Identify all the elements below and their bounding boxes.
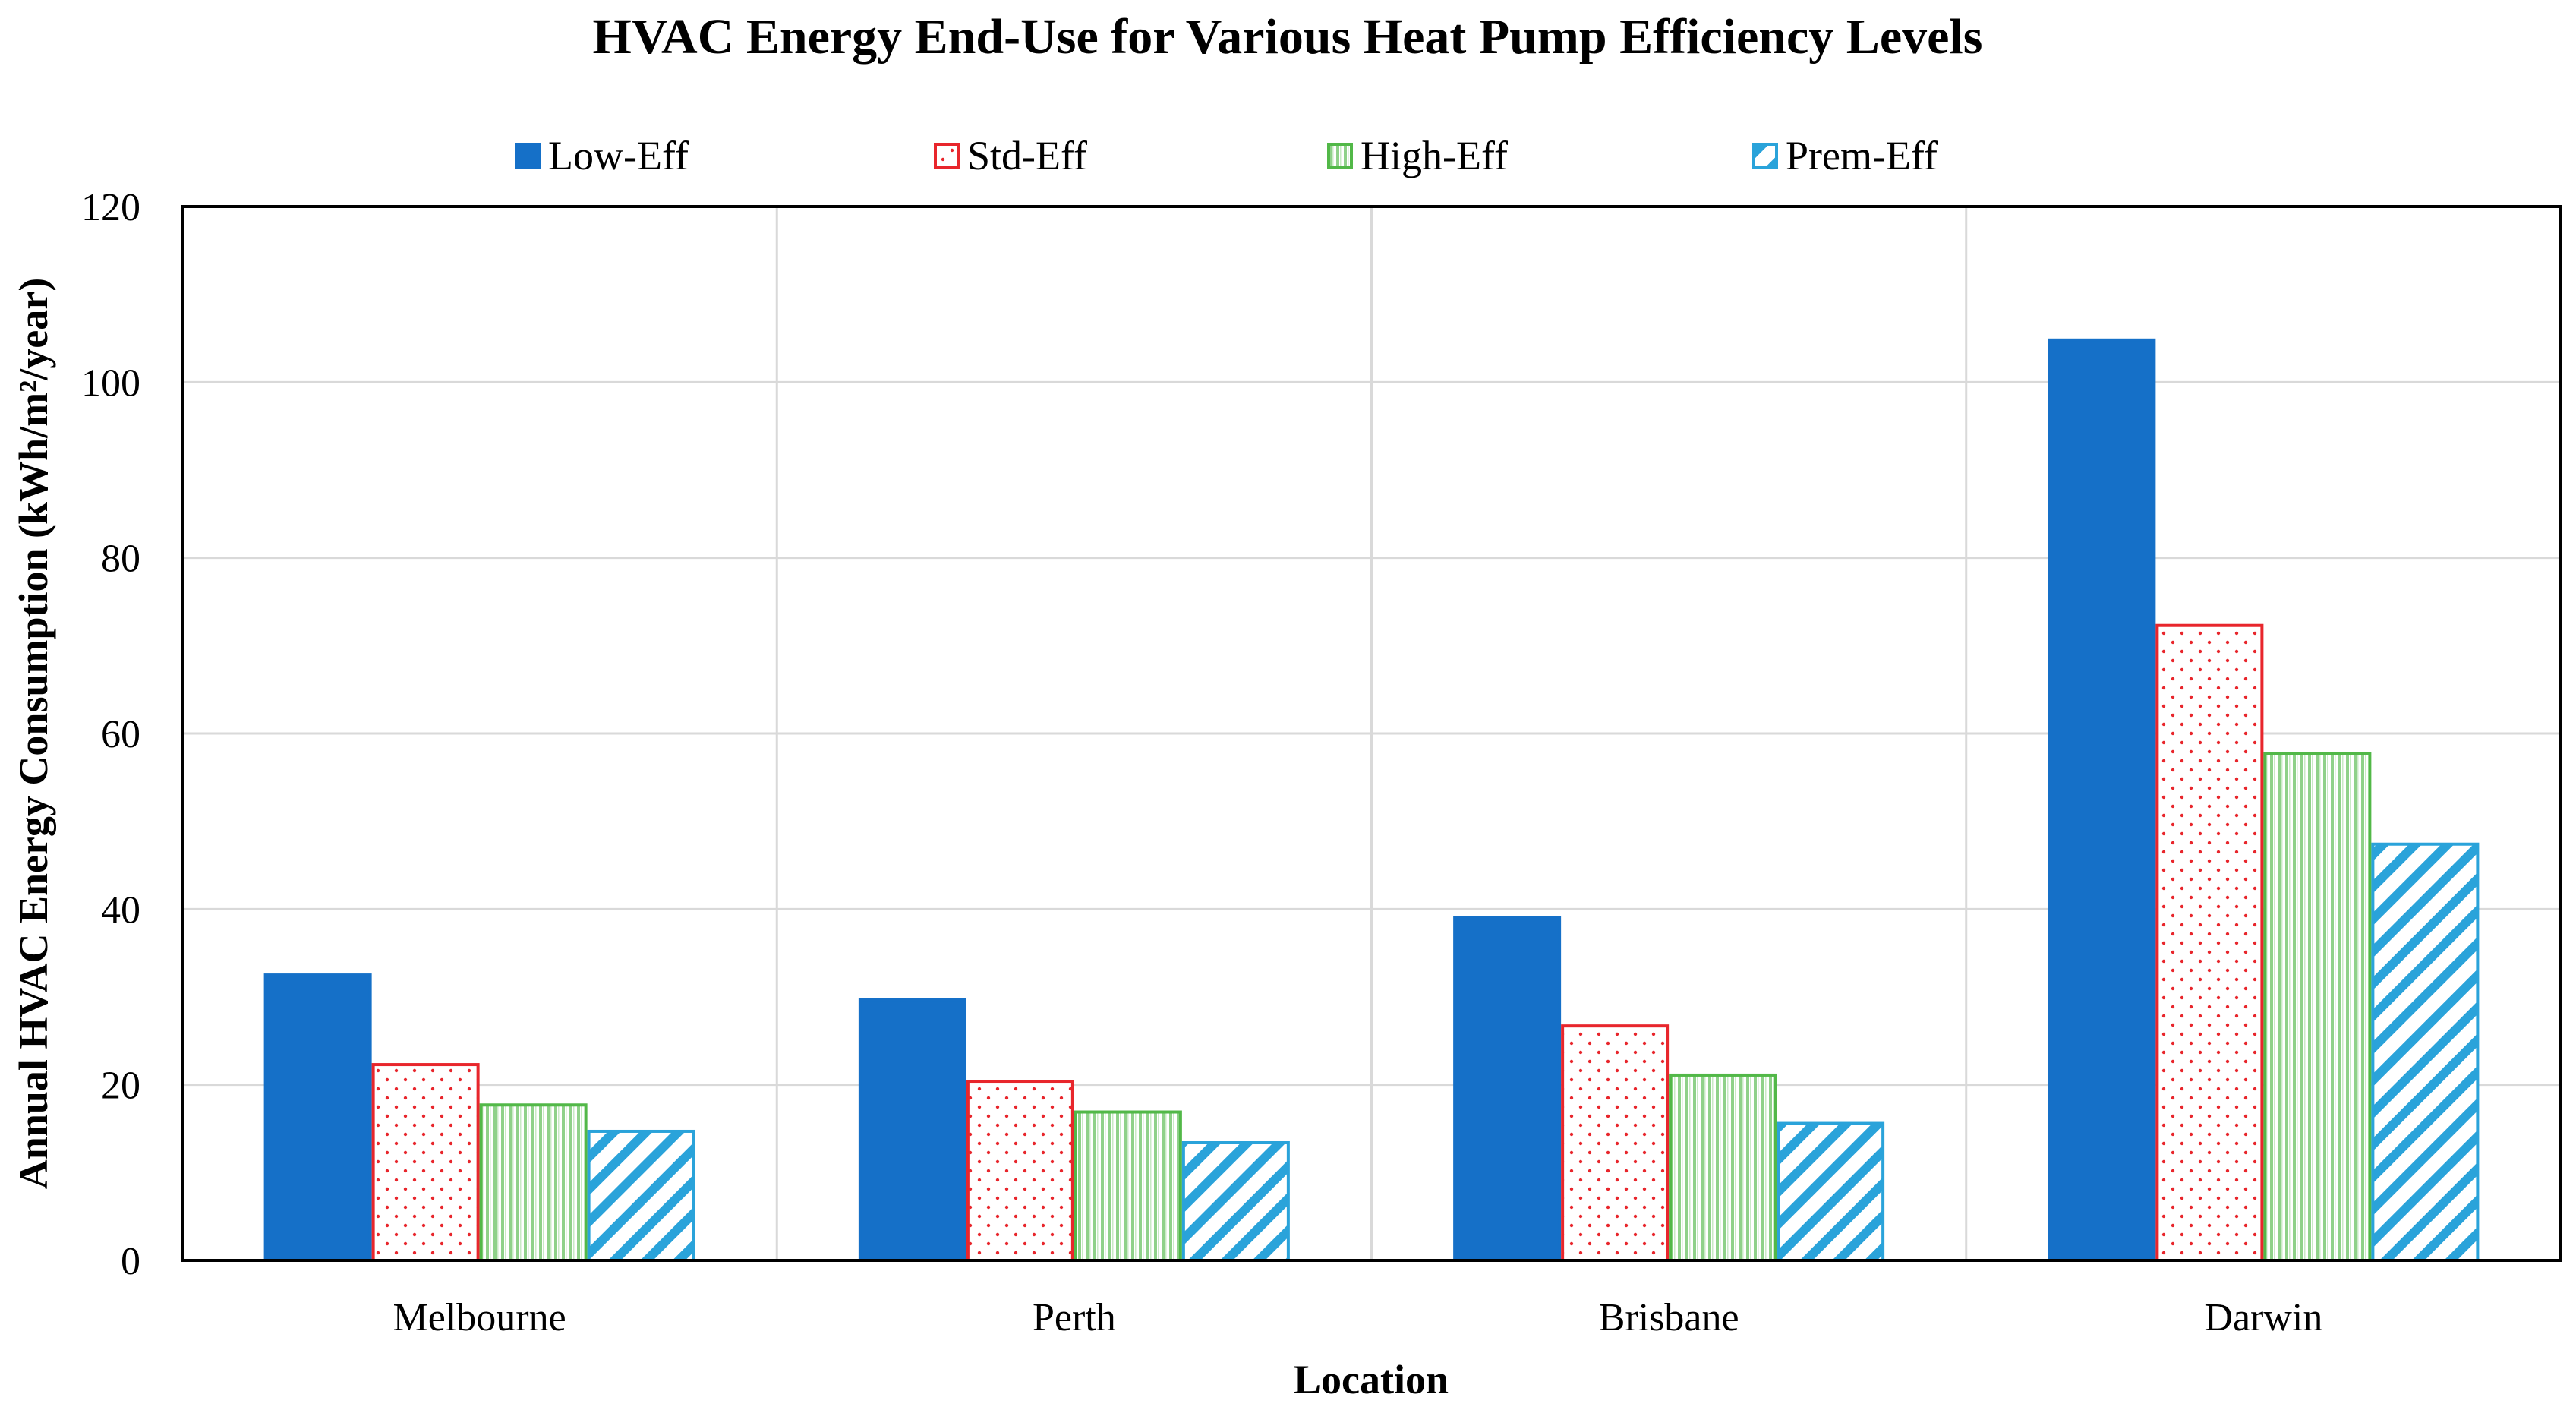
- bar-perth-high-eff: [1074, 1110, 1182, 1262]
- bar-melbourne-low-eff: [263, 973, 372, 1263]
- y-tick-label-20: 20: [101, 1065, 140, 1108]
- bar-brisbane-high-eff: [1669, 1073, 1777, 1263]
- bar-brisbane-prem-eff: [1777, 1121, 1885, 1263]
- bar-melbourne-prem-eff: [587, 1129, 695, 1262]
- x-tick-label-perth: Perth: [1033, 1296, 1116, 1339]
- y-axis-title: Annual HVAC Energy Consumption (kWh/m²/y…: [11, 278, 56, 1189]
- x-axis-ticks: Melbourne Perth Brisbane Darwin: [393, 1296, 2323, 1339]
- legend-swatch-std-eff: [934, 143, 960, 169]
- y-tick-label-80: 80: [101, 538, 140, 581]
- x-tick-label-melbourne: Melbourne: [393, 1296, 566, 1339]
- legend: Low-Eff Std-Eff High-Eff Prem-Eff: [515, 133, 1938, 178]
- x-axis-title: Location: [1294, 1357, 1449, 1402]
- legend-swatch-low-eff: [515, 143, 541, 169]
- bar-brisbane-low-eff: [1453, 916, 1562, 1263]
- bar-perth-std-eff: [966, 1080, 1074, 1263]
- legend-label-high-eff: High-Eff: [1361, 133, 1508, 178]
- bar-brisbane-std-eff: [1561, 1024, 1670, 1263]
- y-tick-label-60: 60: [101, 713, 140, 756]
- plot-frame: [181, 205, 2562, 1262]
- y-tick-label-120: 120: [81, 186, 140, 229]
- x-tick-label-brisbane: Brisbane: [1599, 1296, 1739, 1339]
- bar-darwin-low-eff: [2048, 338, 2156, 1262]
- bars: [263, 338, 2480, 1263]
- legend-label-std-eff: Std-Eff: [967, 133, 1087, 178]
- x-tick-label-darwin: Darwin: [2204, 1296, 2322, 1339]
- y-tick-label-100: 100: [81, 361, 140, 405]
- bar-darwin-high-eff: [2263, 752, 2372, 1262]
- bar-melbourne-std-eff: [371, 1063, 480, 1263]
- chart-title: HVAC Energy End-Use for Various Heat Pum…: [593, 9, 1983, 65]
- bar-perth-prem-eff: [1181, 1141, 1290, 1263]
- legend-label-low-eff: Low-Eff: [548, 133, 689, 178]
- bar-melbourne-high-eff: [479, 1103, 588, 1263]
- legend-swatch-prem-eff: [1752, 143, 1778, 169]
- legend-label-prem-eff: Prem-Eff: [1786, 133, 1938, 178]
- bar-perth-low-eff: [858, 998, 966, 1262]
- bar-darwin-prem-eff: [2371, 842, 2480, 1262]
- y-axis-ticks: 0 20 40 60 80 100 120: [81, 186, 140, 1283]
- y-tick-label-0: 0: [121, 1240, 140, 1283]
- y-tick-label-40: 40: [101, 888, 140, 932]
- bar-darwin-std-eff: [2155, 623, 2264, 1262]
- legend-swatch-high-eff: [1327, 143, 1353, 169]
